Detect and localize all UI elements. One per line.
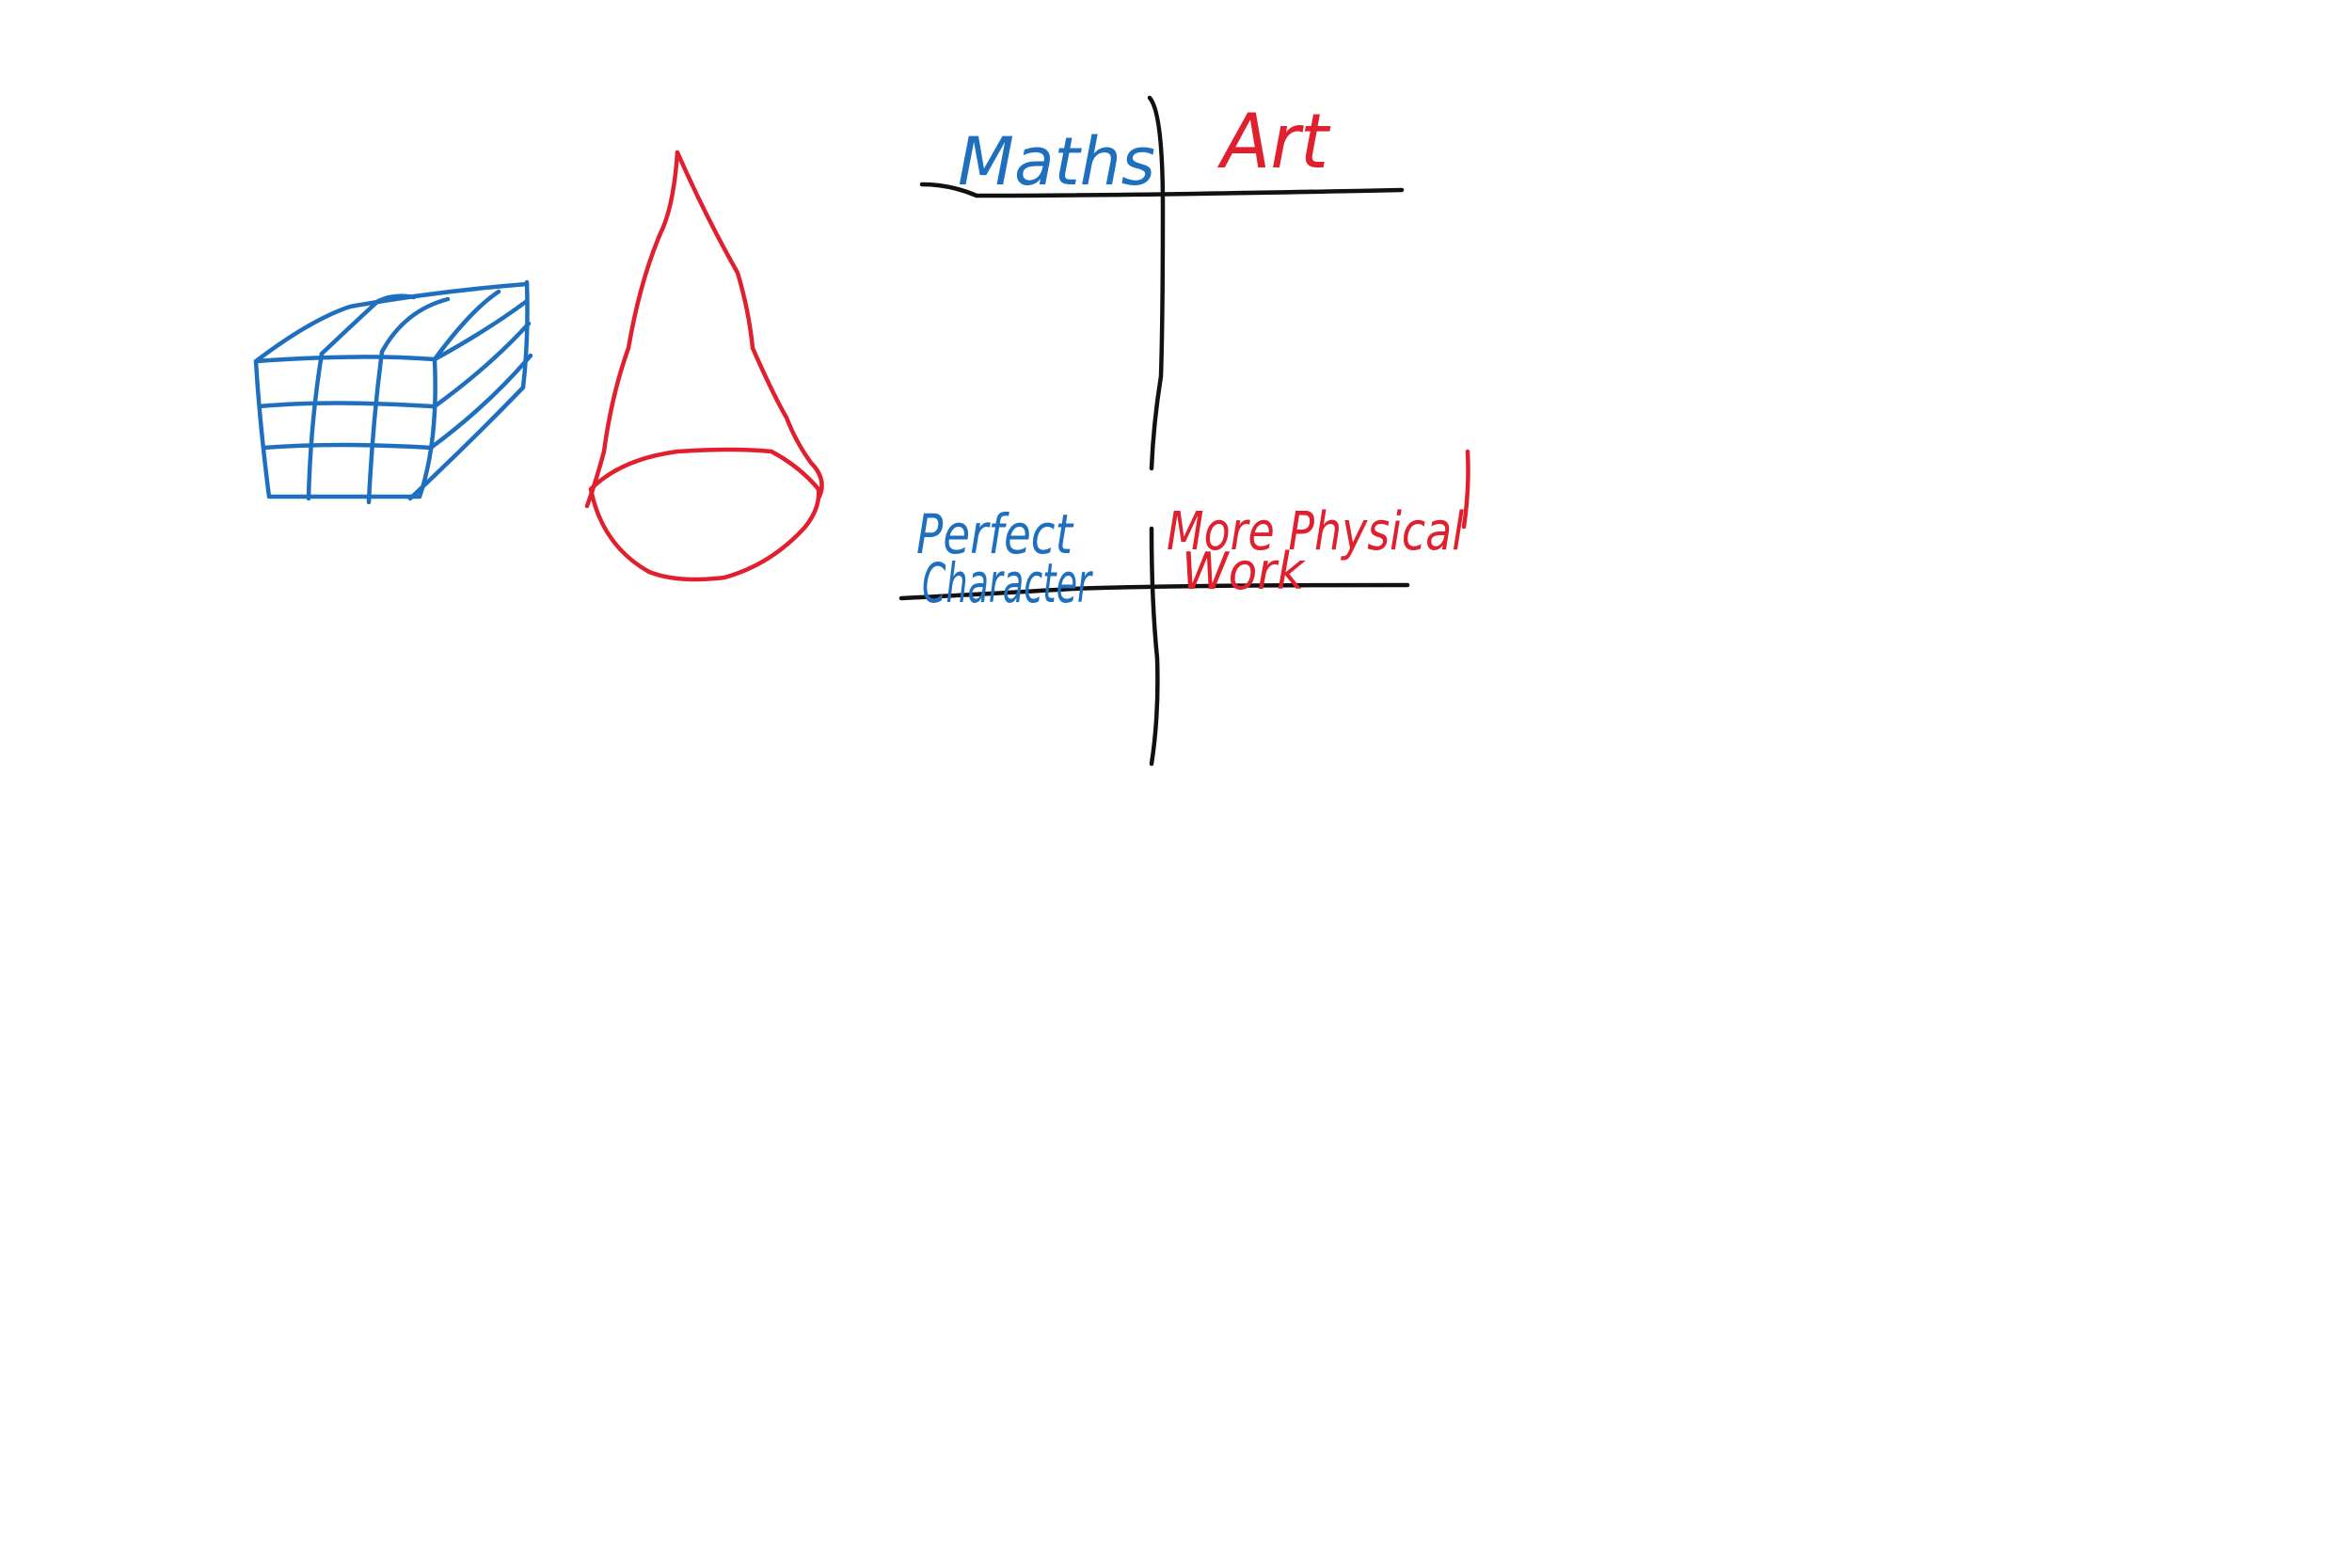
label-more-physical: More Physical	[1167, 501, 1464, 562]
cube-front-vline-2	[366, 349, 385, 505]
cube-top-line-3	[432, 289, 501, 362]
cube-top-line-1	[319, 293, 417, 356]
cone-base-front	[588, 486, 821, 582]
cube-right-line-1	[432, 321, 532, 409]
cube-right-line-3	[432, 298, 530, 362]
bottom-chart-vertical-line	[1149, 526, 1160, 767]
red-stray-stroke	[1461, 449, 1470, 530]
cone-sketch	[584, 150, 824, 582]
label-maths: Maths	[958, 123, 1155, 200]
cone-base-back	[588, 447, 821, 492]
cube-front-hline-1	[257, 401, 436, 409]
cube-right-back-edge	[520, 279, 530, 390]
label-character: Character	[922, 551, 1093, 615]
label-work: Work	[1182, 542, 1307, 601]
cube-front-hline-2	[261, 442, 434, 451]
cone-left-side	[584, 150, 680, 509]
cone-right-side	[675, 150, 824, 501]
cube-top-back-edge	[253, 281, 530, 364]
top-chart-vertical-line	[1147, 95, 1166, 471]
t-chart-lines	[898, 95, 1410, 767]
cube-top-line-2	[379, 296, 451, 355]
label-art: Art	[1216, 98, 1330, 185]
top-chart-horizontal-line	[919, 182, 1405, 198]
cube-front-outline	[253, 355, 437, 499]
cube-right-bottom-edge	[407, 385, 526, 501]
cube-sketch	[253, 279, 533, 505]
bottom-chart-horizontal-line	[898, 582, 1410, 601]
cube-right-line-2	[428, 353, 533, 451]
label-perfect: Perfect	[916, 502, 1074, 566]
cube-front-vline-1	[306, 351, 325, 501]
